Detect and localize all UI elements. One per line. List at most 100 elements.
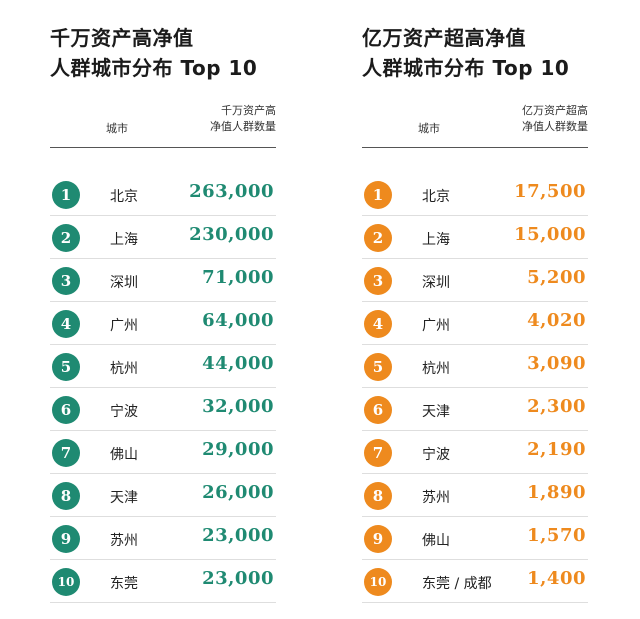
row-divider [50,387,276,388]
population-count: 15,000 [514,224,586,245]
rank-badge: 8 [364,482,392,510]
right-title-line1: 亿万资产超高净值 [362,26,526,50]
rank-badge: 10 [52,568,80,596]
rank-badge: 2 [52,224,80,252]
city-name: 苏州 [110,533,138,549]
ranking-row: 1 北京 263,000 [50,175,276,218]
rank-badge: 6 [52,396,80,424]
row-divider [50,258,276,259]
left-header-city: 城市 [106,122,128,135]
ranking-row: 3 深圳 5,200 [362,261,588,304]
row-divider [362,344,588,345]
population-count: 263,000 [189,181,274,202]
ranking-row: 10 东莞 23,000 [50,562,276,605]
city-name: 东莞 / 成都 [422,576,492,592]
row-divider [50,559,276,560]
ranking-row: 5 杭州 3,090 [362,347,588,390]
row-divider [50,430,276,431]
ranking-row: 8 天津 26,000 [50,476,276,519]
population-count: 1,570 [527,525,586,546]
rank-badge: 9 [364,525,392,553]
rank-badge: 7 [52,439,80,467]
ranking-row: 7 宁波 2,190 [362,433,588,476]
ranking-row: 2 上海 15,000 [362,218,588,261]
population-count: 1,400 [527,568,586,589]
city-name: 北京 [110,189,138,205]
city-name: 深圳 [422,275,450,291]
city-name: 广州 [110,318,138,334]
city-name: 天津 [110,490,138,506]
ranking-row: 6 天津 2,300 [362,390,588,433]
ranking-row: 9 苏州 23,000 [50,519,276,562]
row-divider [362,215,588,216]
ranking-row: 3 深圳 71,000 [50,261,276,304]
population-count: 4,020 [527,310,586,331]
population-count: 23,000 [202,568,274,589]
ranking-row: 10 东莞 / 成都 1,400 [362,562,588,605]
city-name: 苏州 [422,490,450,506]
population-count: 29,000 [202,439,274,460]
city-name: 上海 [422,232,450,248]
city-name: 上海 [110,232,138,248]
right-header-count-line1: 亿万资产超高 [522,104,588,117]
left-header-count-line2: 净值人群数量 [210,120,276,133]
ranking-row: 8 苏州 1,890 [362,476,588,519]
ranking-row: 6 宁波 32,000 [50,390,276,433]
ranking-row: 1 北京 17,500 [362,175,588,218]
left-title-line1: 千万资产高净值 [50,26,194,50]
city-name: 佛山 [110,447,138,463]
city-name: 东莞 [110,576,138,592]
row-divider [362,387,588,388]
population-count: 1,890 [527,482,586,503]
right-title-line2: 人群城市分布 Top 10 [362,56,570,80]
population-count: 5,200 [527,267,586,288]
rank-badge: 3 [364,267,392,295]
row-divider [362,516,588,517]
ranking-row: 5 杭州 44,000 [50,347,276,390]
population-count: 230,000 [189,224,274,245]
population-count: 64,000 [202,310,274,331]
ranking-row: 4 广州 64,000 [50,304,276,347]
population-count: 23,000 [202,525,274,546]
row-divider [362,559,588,560]
rank-badge: 3 [52,267,80,295]
left-header-divider [50,147,276,148]
rank-badge: 6 [364,396,392,424]
rank-badge: 2 [364,224,392,252]
city-name: 宁波 [110,404,138,420]
city-name: 天津 [422,404,450,420]
population-count: 32,000 [202,396,274,417]
population-count: 26,000 [202,482,274,503]
right-header-divider [362,147,588,148]
population-count: 2,190 [527,439,586,460]
row-divider [50,215,276,216]
row-divider [362,430,588,431]
left-header-count: 千万资产高 净值人群数量 [176,103,276,135]
row-divider [362,602,588,603]
row-divider [50,602,276,603]
row-divider [50,473,276,474]
row-divider [50,516,276,517]
population-count: 44,000 [202,353,274,374]
rank-badge: 9 [52,525,80,553]
ranking-row: 4 广州 4,020 [362,304,588,347]
rank-badge: 5 [52,353,80,381]
population-count: 17,500 [514,181,586,202]
left-ranking-list: 1 北京 263,000 2 上海 230,000 3 深圳 71,000 4 广州 64,000 5 杭… [50,175,276,605]
city-name: 深圳 [110,275,138,291]
left-title-line2: 人群城市分布 Top 10 [50,56,258,80]
right-header-count: 亿万资产超高 净值人群数量 [488,103,588,135]
rank-badge: 10 [364,568,392,596]
rank-badge: 7 [364,439,392,467]
rank-badge: 1 [52,181,80,209]
right-ranking-list: 1 北京 17,500 2 上海 15,000 3 深圳 5,200 4 广州 4,020 5 杭州 3,0… [362,175,588,605]
population-count: 71,000 [202,267,274,288]
rank-badge: 5 [364,353,392,381]
city-name: 杭州 [422,361,450,377]
row-divider [50,344,276,345]
row-divider [362,258,588,259]
ranking-row: 9 佛山 1,570 [362,519,588,562]
rank-badge: 4 [52,310,80,338]
ranking-row: 2 上海 230,000 [50,218,276,261]
city-name: 广州 [422,318,450,334]
